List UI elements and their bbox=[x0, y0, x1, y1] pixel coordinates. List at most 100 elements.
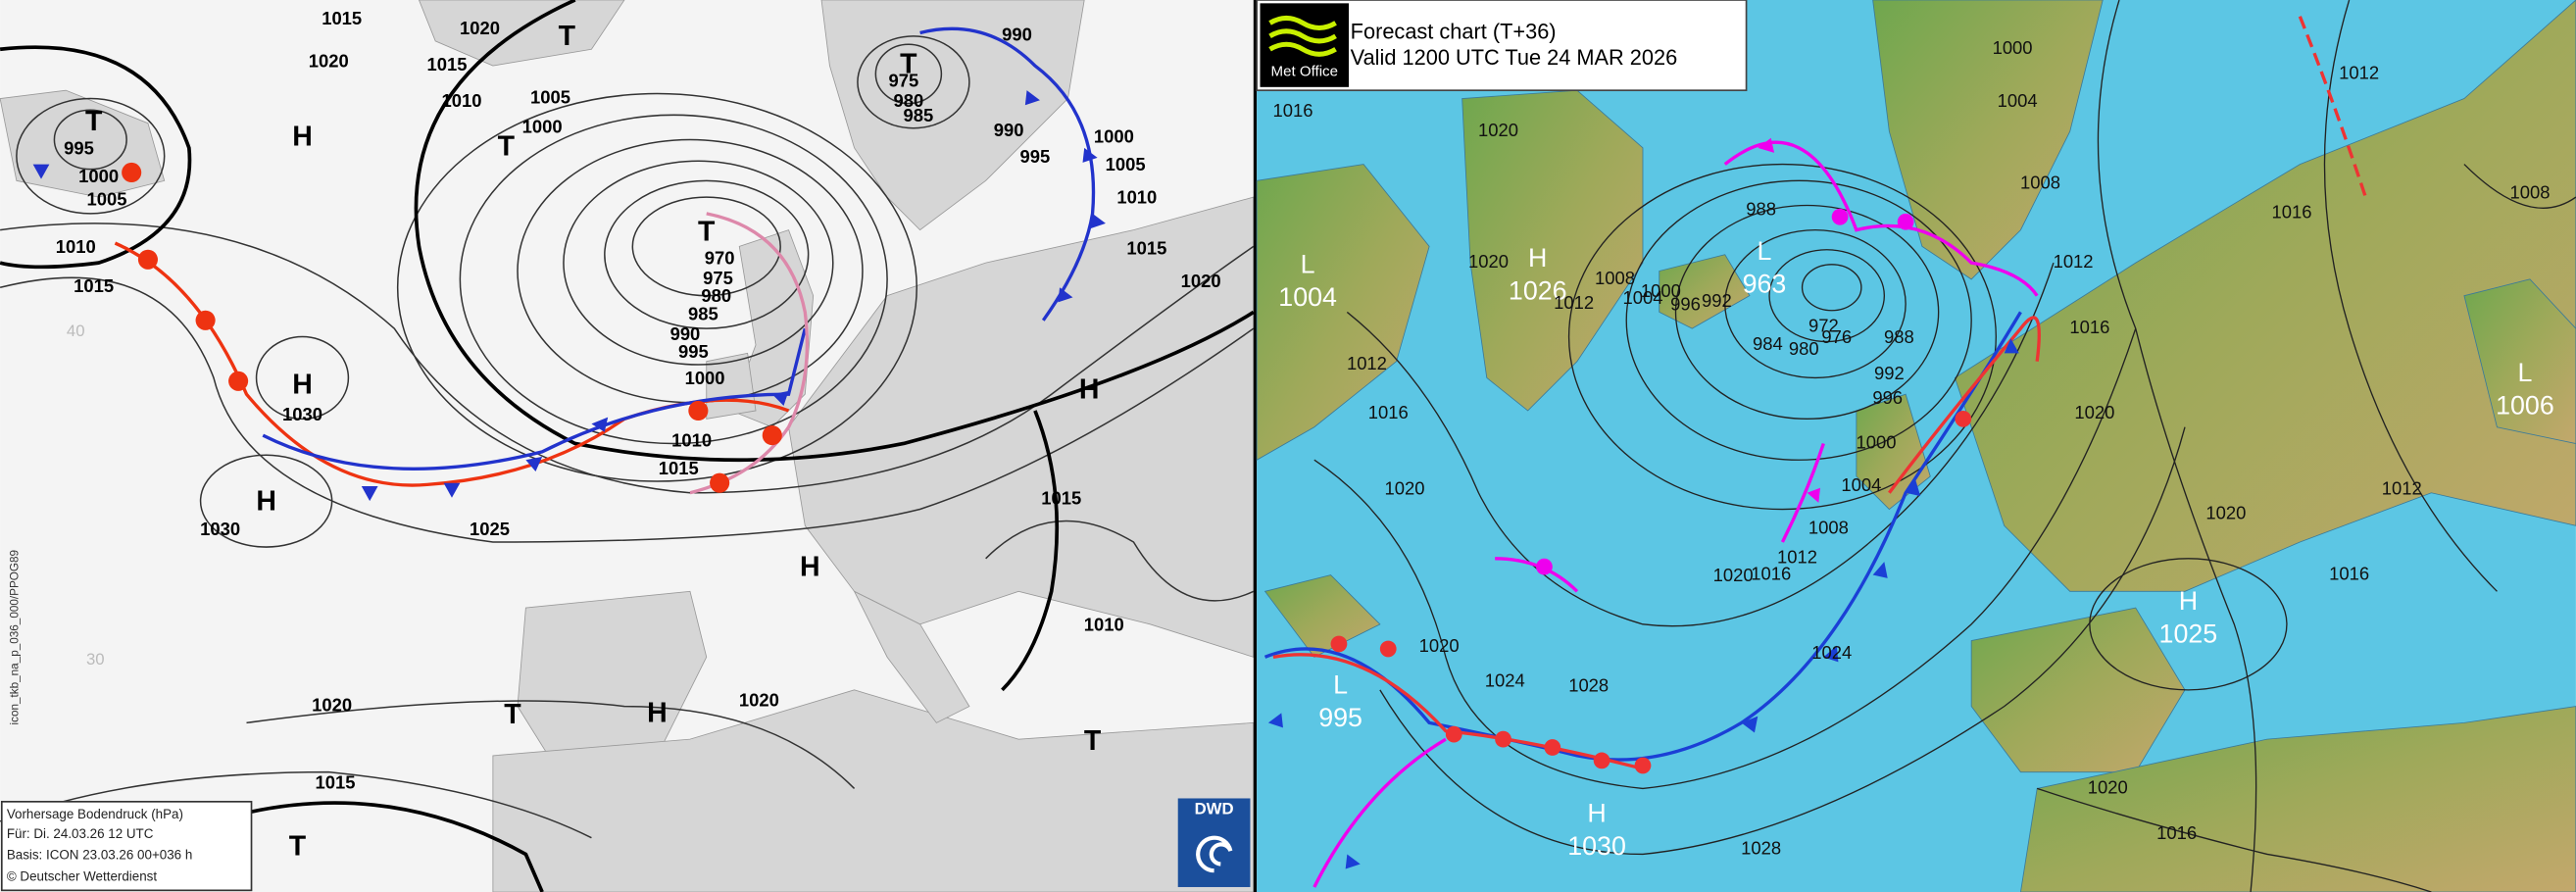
isobar-label: 995 bbox=[64, 137, 94, 158]
isobar-label: 984 bbox=[1753, 333, 1783, 354]
isobar-label: 1016 bbox=[2271, 202, 2311, 223]
dwd-logo-text: DWD bbox=[1195, 800, 1234, 818]
isobar-label: 988 bbox=[1746, 198, 1776, 219]
isobar-label: 1015 bbox=[426, 54, 467, 74]
pressure-center: H bbox=[292, 369, 313, 400]
warm-front bbox=[1888, 316, 2041, 494]
isobar-label: 1015 bbox=[659, 458, 699, 478]
isobar-label: 976 bbox=[1821, 326, 1852, 347]
thick-isobars bbox=[0, 0, 1255, 892]
isobar-label: 985 bbox=[904, 105, 934, 125]
logo-text: Met Office bbox=[1271, 64, 1338, 80]
isobar-label: 1015 bbox=[1126, 238, 1166, 259]
dwd-logo-swirl bbox=[1196, 835, 1233, 873]
isobar-label: 1012 bbox=[1347, 353, 1387, 373]
grid-label: 40 bbox=[67, 322, 85, 340]
isobar-label: 996 bbox=[1872, 387, 1903, 408]
isobar-label: 988 bbox=[1884, 326, 1914, 347]
isobar-label: 1020 bbox=[460, 18, 500, 38]
isobar-label: 1030 bbox=[282, 404, 322, 424]
pressure-center: T bbox=[698, 216, 716, 247]
info-line: Basis: ICON 23.03.26 00+036 h bbox=[7, 848, 192, 863]
isobar-label: 996 bbox=[1670, 294, 1701, 315]
pressure-center: H bbox=[800, 551, 820, 582]
isobar-label: 1010 bbox=[56, 236, 96, 257]
isobar-label: 1005 bbox=[530, 86, 570, 107]
isobar-label: 1020 bbox=[309, 51, 349, 72]
isobar-label: 1008 bbox=[2020, 173, 2060, 193]
isobar-label: 1000 bbox=[1993, 37, 2033, 58]
isobar-label: 1020 bbox=[1713, 565, 1754, 585]
occluded-front bbox=[689, 212, 810, 495]
center-letter: L bbox=[2517, 358, 2532, 387]
grid-label: 30 bbox=[86, 650, 105, 669]
front bbox=[2298, 16, 2367, 198]
isobar-label: 1024 bbox=[1485, 669, 1525, 690]
isobar-label: 1020 bbox=[1181, 271, 1221, 291]
cold-front bbox=[262, 327, 807, 471]
isobar-label: 1016 bbox=[1273, 100, 1313, 121]
center-pressure: 1025 bbox=[2159, 619, 2218, 649]
pressure-center: T bbox=[900, 49, 917, 80]
pressure-center: T bbox=[504, 699, 521, 730]
isobar-label: 1020 bbox=[2088, 776, 2128, 797]
occluded-front bbox=[1313, 737, 1447, 888]
isobar-label: 1004 bbox=[1622, 287, 1662, 308]
pressure-center: T bbox=[559, 21, 576, 52]
center-letter: L bbox=[1758, 236, 1772, 266]
pressure-center: T bbox=[498, 130, 516, 162]
isobar-label: 1015 bbox=[74, 275, 114, 296]
warm-front bbox=[1272, 653, 1644, 770]
isobar-label: 1020 bbox=[2074, 402, 2114, 422]
isobar-label: 1015 bbox=[1041, 487, 1081, 508]
center-letter: H bbox=[1587, 798, 1606, 827]
isobar-label: 1016 bbox=[2329, 563, 2369, 583]
isobar-label: 995 bbox=[1020, 146, 1051, 167]
isobar-label: 1020 bbox=[1384, 477, 1424, 498]
info-lines: Vorhersage Bodendruck (hPa) Für: Di. 24.… bbox=[7, 807, 192, 884]
isobar-label: 1008 bbox=[2509, 182, 2550, 203]
front-symbols bbox=[1330, 410, 1972, 774]
cold-front bbox=[1263, 311, 2022, 762]
pressure-center: T bbox=[85, 106, 103, 137]
isobar-label: 1016 bbox=[1751, 563, 1791, 583]
isobar-label: 1012 bbox=[2054, 251, 2094, 272]
pressure-center: H bbox=[1079, 373, 1100, 405]
isobar-label: 1030 bbox=[200, 519, 240, 539]
center-pressure: 1030 bbox=[1567, 831, 1626, 861]
isobar-label: 1010 bbox=[442, 90, 482, 111]
dwd-logo bbox=[1177, 798, 1251, 887]
isobar-label: 1028 bbox=[1568, 674, 1609, 695]
isobar-label: 970 bbox=[705, 248, 735, 269]
pressure-center: T bbox=[1084, 725, 1102, 757]
center-pressure: 1026 bbox=[1509, 275, 1567, 305]
center-pressure: 963 bbox=[1743, 270, 1787, 299]
isobar-label: 1000 bbox=[685, 368, 725, 388]
isobar-label: 1000 bbox=[522, 117, 563, 137]
isobar-label: 1010 bbox=[1084, 614, 1124, 634]
isobar-label: 992 bbox=[1702, 290, 1732, 311]
logo-waves bbox=[1268, 15, 1337, 57]
isobar-label: 1000 bbox=[78, 166, 119, 186]
isobar-label: 972 bbox=[1808, 315, 1839, 335]
isobar-label: 1004 bbox=[1841, 474, 1881, 495]
side-text: icon_tkb_na_p_036_000/PPOG89 bbox=[8, 550, 21, 725]
center-letter: L bbox=[1301, 250, 1315, 279]
isobar-label: 1025 bbox=[470, 519, 510, 539]
isobars bbox=[1313, 0, 2576, 892]
isobar-label: 975 bbox=[703, 268, 733, 288]
isobar-label: 1020 bbox=[1468, 251, 1509, 272]
isobar-label: 1012 bbox=[1554, 292, 1594, 313]
isobar-label: 1024 bbox=[1811, 642, 1852, 663]
front-symbols bbox=[122, 162, 782, 493]
valid-time: Valid 1200 UTC Tue 24 MAR 2026 bbox=[1351, 45, 1678, 70]
isobar-label: 1015 bbox=[322, 8, 362, 28]
isobar-label: 1010 bbox=[671, 430, 712, 451]
front-symbols bbox=[1536, 137, 1914, 575]
info-box bbox=[0, 800, 253, 892]
front-symbols bbox=[32, 90, 1106, 502]
center-letter: H bbox=[2179, 586, 2198, 616]
isobar-label: 1020 bbox=[2205, 502, 2246, 522]
